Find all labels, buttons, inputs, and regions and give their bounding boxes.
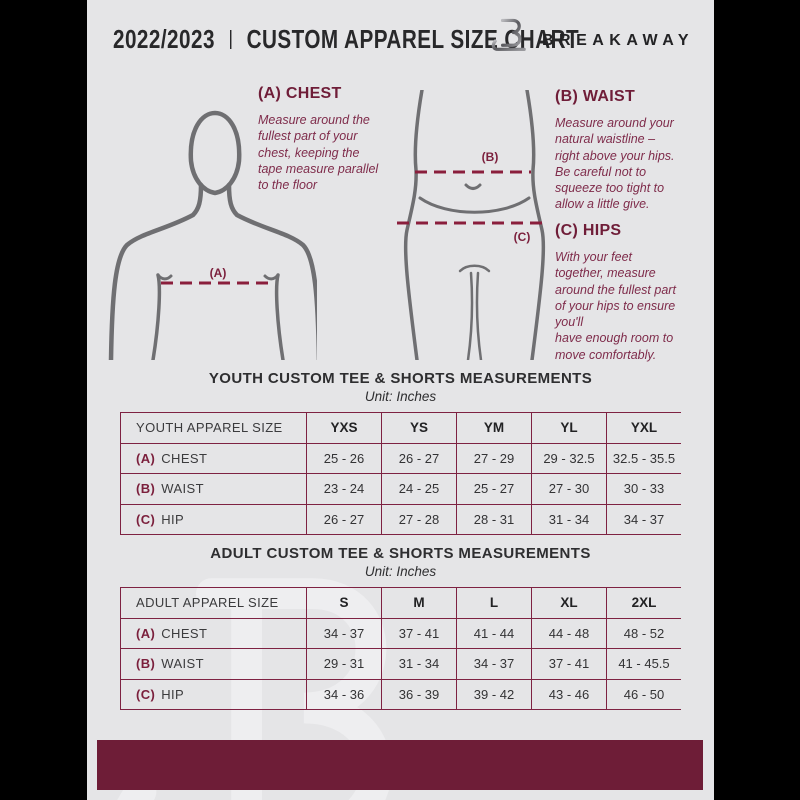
youth-table-corner-header: YOUTH APPAREL SIZE	[121, 413, 306, 444]
youth-size-column-header: YXL	[606, 413, 681, 444]
row-label-text: WAIST	[161, 481, 204, 497]
row-label-text: WAIST	[161, 656, 204, 672]
hips-guide-text: With your feet together, measure around …	[555, 250, 676, 362]
adult-size-column-header: L	[456, 588, 531, 619]
youth-measurement-cell: 27 - 30	[531, 474, 606, 505]
chest-guide-heading: (A) CHEST	[258, 85, 342, 102]
chest-line-marker: (A)	[210, 266, 227, 280]
hips-guide: (C) HIPS With your feet together, measur…	[555, 222, 714, 363]
youth-table-unit: Unit: Inches	[364, 389, 437, 404]
hip-line-marker: (C)	[514, 230, 531, 244]
brand-group: BREAKAWAY	[486, 14, 694, 62]
adult-table-unit: Unit: Inches	[364, 564, 437, 579]
waist-line-marker: (B)	[482, 150, 499, 164]
youth-measurement-cell: 25 - 27	[456, 474, 531, 505]
row-label-text: CHEST	[161, 625, 208, 641]
adult-row-label: (B) WAIST	[121, 649, 306, 680]
row-label-text: CHEST	[161, 450, 208, 466]
adult-row-label: (C) HIP	[121, 680, 306, 710]
youth-measurement-cell: 32.5 - 35.5	[606, 443, 681, 474]
adult-measurement-cell: 41 - 44	[456, 618, 531, 649]
footer-accent-bar	[97, 740, 703, 790]
waist-guide-heading: (B) WAIST	[555, 88, 636, 105]
measuring-guide-section: (A) (B) (C) (A) CHEST Measure around the…	[87, 78, 714, 366]
chest-figure-illustration: (A)	[108, 110, 317, 360]
adult-measurement-cell: 34 - 37	[306, 618, 381, 649]
adult-measurement-cell: 34 - 36	[306, 679, 381, 710]
adult-measurement-cell: 41 - 45.5	[606, 649, 681, 680]
youth-measurement-cell: 31 - 34	[531, 504, 606, 535]
youth-measurement-cell: 24 - 25	[381, 474, 456, 505]
waist-guide: (B) WAIST Measure around your natural wa…	[555, 88, 713, 213]
adult-measurement-cell: 37 - 41	[531, 649, 606, 680]
brand-name: BREAKAWAY	[541, 32, 694, 49]
youth-measurement-cell: 23 - 24	[306, 474, 381, 505]
youth-row-label: (C) HIP	[121, 505, 306, 535]
adult-size-column-header: 2XL	[606, 588, 681, 619]
hips-guide-heading: (C) HIPS	[555, 222, 622, 239]
youth-size-table: YOUTH APPAREL SIZE YXS YS YM YL YXL (A) …	[120, 412, 681, 535]
youth-measurement-cell: 34 - 37	[606, 504, 681, 535]
adult-measurement-cell: 34 - 37	[456, 649, 531, 680]
title-divider: |	[228, 28, 234, 50]
adult-measurement-cell: 43 - 46	[531, 679, 606, 710]
row-code: (A)	[136, 450, 156, 466]
youth-measurement-cell: 29 - 32.5	[531, 443, 606, 474]
adult-size-table: ADULT APPAREL SIZE S M L XL 2XL (A) CHES…	[120, 587, 681, 710]
row-label-text: HIP	[161, 686, 185, 702]
youth-size-column-header: YL	[531, 413, 606, 444]
adult-table-corner-header: ADULT APPAREL SIZE	[121, 588, 306, 619]
youth-row-label: (A) CHEST	[121, 444, 306, 474]
adult-row-label: (A) CHEST	[121, 619, 306, 649]
row-code: (B)	[136, 481, 156, 497]
waist-guide-text: Measure around your natural waistline – …	[555, 116, 675, 212]
youth-measurement-cell: 25 - 26	[306, 443, 381, 474]
youth-size-column-header: YS	[381, 413, 456, 444]
breakaway-b-logo-icon	[486, 14, 532, 62]
adult-table-title: ADULT CUSTOM TEE & SHORTS MEASUREMENTS	[210, 545, 591, 562]
waist-hip-figure-illustration: (B) (C)	[397, 90, 547, 360]
adult-size-column-header: M	[381, 588, 456, 619]
adult-size-column-header: S	[306, 588, 381, 619]
row-code: (A)	[136, 625, 156, 641]
adult-measurement-cell: 31 - 34	[381, 649, 456, 680]
youth-row-label: (B) WAIST	[121, 474, 306, 505]
chest-guide: (A) CHEST Measure around the fullest par…	[258, 85, 423, 193]
size-chart-page: 2022/2023 | CUSTOM APPAREL SIZE CHART BR…	[87, 0, 714, 800]
row-label-text: HIP	[161, 511, 185, 527]
adult-size-column-header: XL	[531, 588, 606, 619]
masthead: 2022/2023 | CUSTOM APPAREL SIZE CHART BR…	[87, 0, 714, 78]
adult-measurement-cell: 36 - 39	[381, 679, 456, 710]
adult-measurement-cell: 46 - 50	[606, 679, 681, 710]
youth-measurement-cell: 28 - 31	[456, 504, 531, 535]
row-code: (C)	[136, 686, 156, 702]
row-code: (C)	[136, 511, 156, 527]
adult-measurement-cell: 44 - 48	[531, 618, 606, 649]
adult-measurement-cell: 37 - 41	[381, 618, 456, 649]
youth-size-column-header: YXS	[306, 413, 381, 444]
youth-measurement-cell: 26 - 27	[306, 504, 381, 535]
adult-measurement-cell: 29 - 31	[306, 649, 381, 680]
youth-measurement-cell: 27 - 29	[456, 443, 531, 474]
youth-measurement-cell: 27 - 28	[381, 504, 456, 535]
row-code: (B)	[136, 656, 156, 672]
youth-table-title: YOUTH CUSTOM TEE & SHORTS MEASUREMENTS	[208, 370, 593, 387]
adult-measurement-cell: 39 - 42	[456, 679, 531, 710]
adult-measurement-cell: 48 - 52	[606, 618, 681, 649]
season-label: 2022/2023	[113, 24, 215, 54]
youth-measurement-cell: 30 - 33	[606, 474, 681, 505]
youth-size-column-header: YM	[456, 413, 531, 444]
chest-guide-text: Measure around the fullest part of your …	[258, 113, 379, 192]
youth-measurement-cell: 26 - 27	[381, 443, 456, 474]
